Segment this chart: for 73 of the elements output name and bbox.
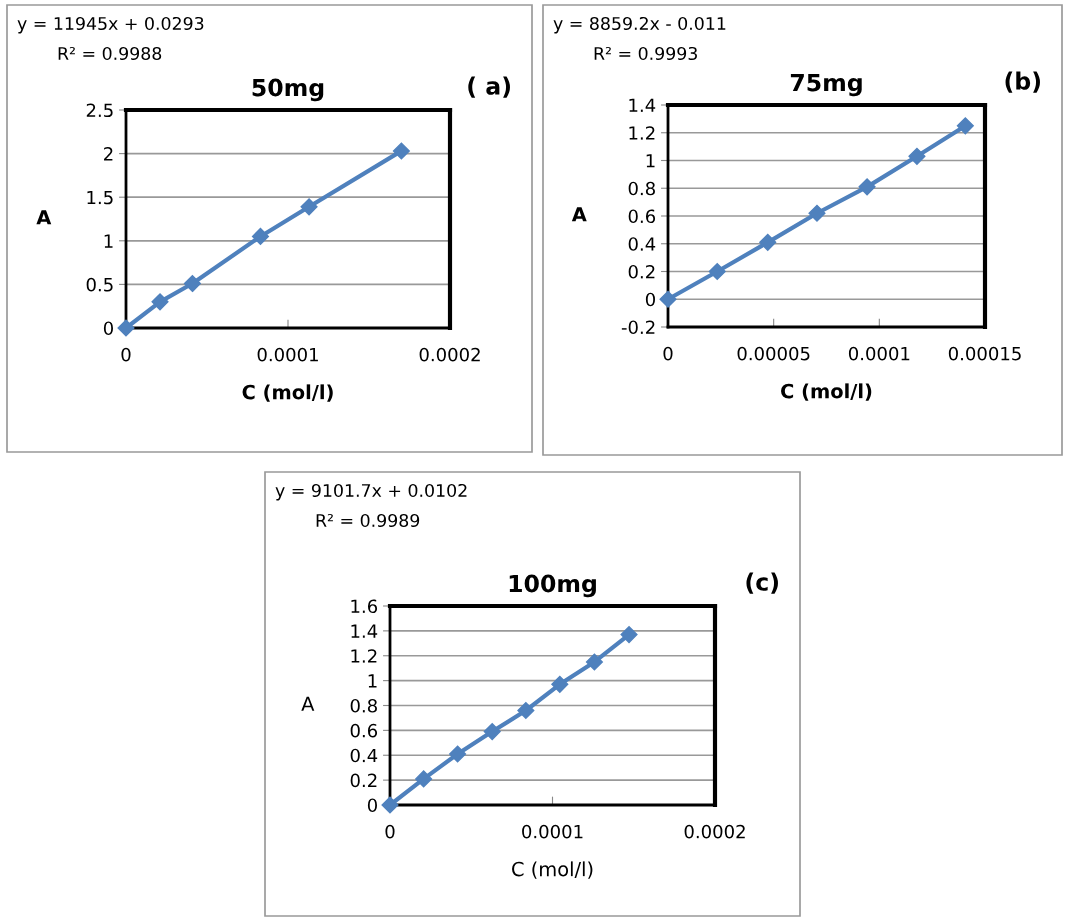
- point: [300, 198, 318, 216]
- point: [392, 142, 410, 160]
- y-tick-label: 1: [646, 154, 655, 168]
- chart-title: 100mg: [509, 574, 596, 598]
- text: y = 9101.7x + 0.0102: [275, 483, 467, 501]
- point: [183, 274, 201, 293]
- x-axis-title: C (mol/l): [512, 861, 593, 879]
- point: [585, 653, 603, 671]
- y-tick-label: -0.2: [621, 320, 655, 335]
- y-tick-label: 0.8: [350, 698, 377, 713]
- x-tick-label: 0.00005: [737, 346, 810, 361]
- y-tick-label: 1.2: [629, 126, 655, 140]
- y-tick-label: 0.2: [628, 264, 655, 279]
- y-tick-label: 1.5: [87, 190, 113, 205]
- y-tick-label: 1.2: [351, 649, 377, 663]
- text: y = 8859.2x - 0.011: [553, 16, 726, 34]
- point: [449, 745, 467, 763]
- text: ( a): [468, 76, 510, 98]
- y-tick-label: 1: [368, 674, 377, 688]
- point: [483, 723, 501, 741]
- y-tick-label: 0.2: [350, 773, 377, 788]
- x-tick-label: 0.0002: [419, 347, 480, 362]
- y-tick-label: 1.4: [629, 98, 656, 112]
- point: [659, 290, 677, 308]
- x-tick-label: 0: [121, 347, 131, 362]
- y-axis-title: A: [301, 696, 315, 711]
- point: [551, 675, 569, 693]
- y-tick-label: 0.4: [628, 237, 656, 251]
- x-tick-label: 0.0001: [848, 346, 910, 361]
- text: (b): [1005, 71, 1040, 93]
- x-tick-label: 0: [385, 824, 395, 839]
- y-tick-label: 0.6: [350, 723, 378, 738]
- y-tick-label: 0.5: [86, 277, 113, 292]
- point: [381, 796, 399, 814]
- point: [759, 233, 777, 251]
- y-tick-label: 0: [103, 321, 113, 336]
- y-tick-label: 0.8: [628, 181, 655, 196]
- point: [117, 319, 135, 337]
- y-tick-label: 0: [645, 292, 655, 307]
- y-tick-label: 0.4: [350, 748, 378, 763]
- chart-title: 75mg: [790, 73, 862, 97]
- y-tick-label: 2: [104, 147, 113, 161]
- point: [858, 178, 876, 196]
- y-tick-label: 0.6: [628, 209, 656, 224]
- x-tick-label: 0.0002: [684, 824, 745, 839]
- text: R² = 0.9989: [316, 513, 420, 528]
- point: [708, 262, 726, 281]
- x-axis-title: C (mol/l): [781, 383, 872, 401]
- x-tick-label: 0.0001: [257, 347, 318, 362]
- y-tick-label: 1.6: [351, 599, 378, 614]
- point: [415, 770, 433, 788]
- y-axis-title: A: [36, 210, 52, 225]
- text: y = 11945x + 0.0293: [17, 16, 204, 34]
- y-tick-label: 1: [104, 234, 113, 248]
- x-axis-title: C (mol/l): [242, 384, 333, 402]
- point: [956, 117, 974, 135]
- point: [251, 227, 270, 245]
- y-tick-label: 1.4: [351, 624, 378, 638]
- text: (c): [746, 572, 778, 594]
- point: [151, 293, 169, 311]
- x-tick-label: 0.0001: [522, 824, 583, 839]
- text: R² = 0.9988: [58, 46, 162, 61]
- chart-title: 50mg: [252, 78, 324, 102]
- x-tick-label: 0: [663, 346, 673, 361]
- point: [620, 626, 638, 644]
- y-tick-label: 2.5: [86, 103, 113, 118]
- text: R² = 0.9993: [594, 46, 697, 61]
- y-axis-title: A: [571, 207, 587, 222]
- point: [908, 147, 926, 165]
- x-tick-label: 0.00015: [948, 346, 1021, 361]
- y-tick-label: 0: [367, 798, 377, 813]
- point: [808, 204, 826, 222]
- point: [517, 701, 535, 720]
